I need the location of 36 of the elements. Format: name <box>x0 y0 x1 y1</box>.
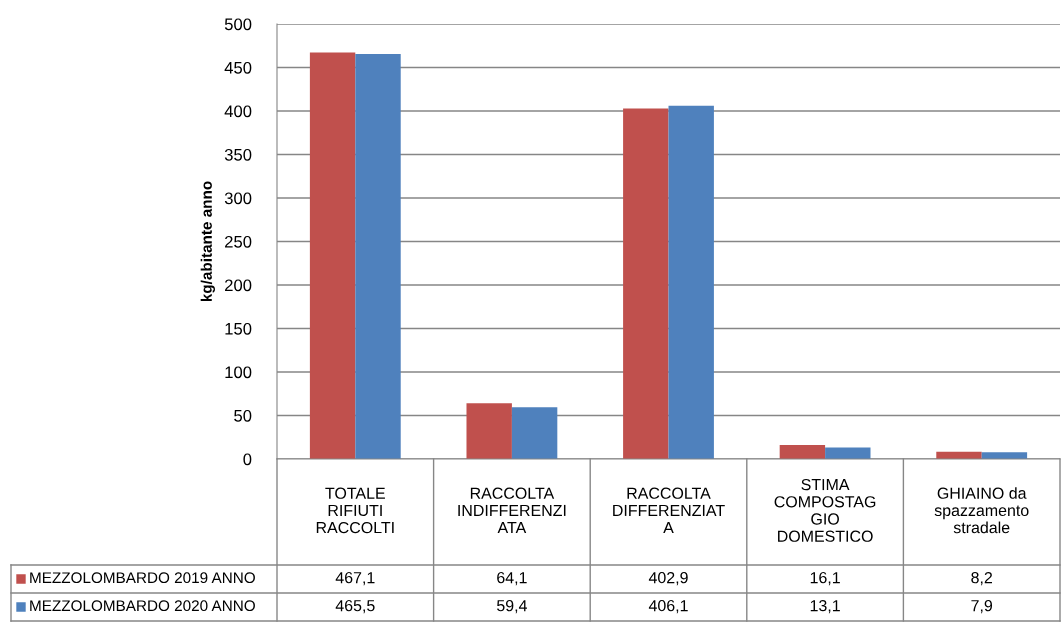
data-label: 8,2 <box>971 571 992 586</box>
y-tick-label: 350 <box>224 148 252 161</box>
x-tick-label: TOTALE RIFIUTI RACCOLTI <box>316 487 394 534</box>
bar <box>668 105 714 459</box>
x-tick-label: STIMA COMPOSTAG GIO DOMESTICO <box>774 478 876 542</box>
legend-label: MEZZOLOMBARDO 2020 ANNO <box>30 600 255 612</box>
y-tick-label: 100 <box>225 366 252 379</box>
bar <box>355 54 401 459</box>
y-tick-label: 50 <box>234 409 252 422</box>
data-label: 7,9 <box>971 599 993 614</box>
data-label: 16,1 <box>810 571 840 586</box>
data-label: 402,9 <box>648 571 688 586</box>
y-tick-label: 200 <box>225 279 252 292</box>
data-label: 64,1 <box>497 571 527 586</box>
x-tick-label: GHIAINO da spazzamento stradale <box>934 487 1029 534</box>
data-label: 406,1 <box>648 599 688 614</box>
x-tick-label: RACCOLTA DIFFERENZIAT A <box>613 487 725 534</box>
bar <box>511 407 558 459</box>
y-tick-label: 250 <box>225 235 252 248</box>
bar <box>779 444 826 459</box>
legend-label: MEZZOLOMBARDO 2019 ANNO <box>30 572 255 584</box>
y-tick-label: 150 <box>225 322 252 335</box>
data-label: 13,1 <box>810 599 840 614</box>
y-tick-label: 400 <box>224 105 252 118</box>
data-label: 465,5 <box>335 599 375 614</box>
bar <box>309 52 356 459</box>
data-label: 59,4 <box>497 599 527 614</box>
bar <box>466 403 512 459</box>
bar <box>623 108 669 459</box>
y-axis-title: kg/abitante anno <box>200 181 215 302</box>
y-tick-label: 450 <box>224 61 252 74</box>
y-tick-label: 0 <box>243 453 252 466</box>
x-tick-label: RACCOLTA INDIFFERENZI ATA <box>458 487 566 534</box>
data-label: 467,1 <box>335 571 375 586</box>
y-tick-label: 300 <box>224 192 252 205</box>
y-tick-label: 500 <box>224 18 252 31</box>
